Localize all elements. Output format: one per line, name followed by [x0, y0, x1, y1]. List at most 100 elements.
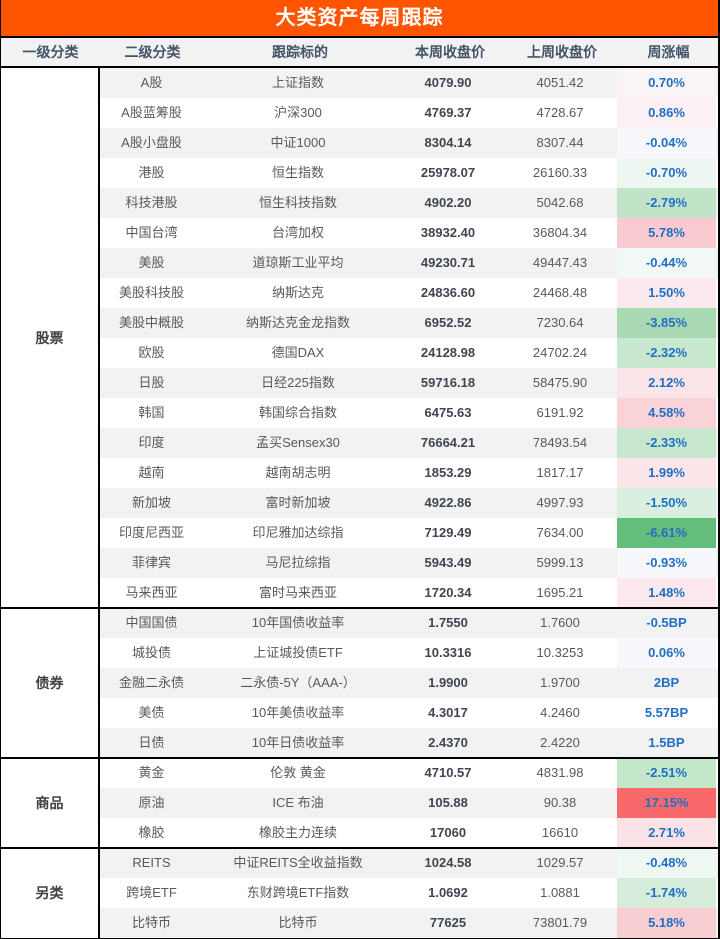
current-close-cell: 49230.71: [420, 255, 476, 270]
weekly-change-cell: 17.15%: [617, 788, 716, 818]
table-row: 金融二永债 二永债-5Y（AAA-） 1.9900 1.9700 2BP: [100, 668, 718, 698]
tracking-target-cell: 纳斯达克: [271, 285, 324, 300]
previous-close-cell: 73801.79: [532, 915, 588, 930]
previous-close-cell: 1.7600: [540, 615, 580, 630]
weekly-change-cell: -0.70%: [617, 158, 716, 188]
level1-category-cell: 另类: [1, 848, 100, 938]
tracking-target-cell: 伦敦 黄金: [270, 765, 326, 780]
level2-category-cell: 日债: [138, 735, 165, 750]
tracking-target-cell: 德国DAX: [271, 345, 325, 360]
current-close-cell: 4922.86: [424, 495, 472, 510]
level2-category-cell: 越南: [138, 465, 165, 480]
weekly-change-cell: -0.04%: [617, 128, 716, 158]
level2-category-cell: 美股科技股: [118, 285, 184, 300]
current-close-cell: 1853.29: [424, 465, 472, 480]
level2-category-cell: 港股: [138, 165, 165, 180]
tracking-target-cell: 孟买Sensex30: [256, 435, 340, 450]
level2-category-cell: 原油: [138, 795, 165, 810]
tracking-target-cell: 富时新加坡: [265, 495, 331, 510]
current-close-cell: 4.3017: [428, 705, 468, 720]
level2-category-cell: 美股: [138, 255, 165, 270]
weekly-change-cell: 1.50%: [617, 278, 716, 308]
current-close-cell: 1.9900: [428, 675, 468, 690]
tracking-target-cell: 印尼雅加达综指: [252, 525, 344, 540]
tracking-target-cell: 恒生科技指数: [258, 195, 337, 210]
weekly-change-cell: -0.5BP: [646, 615, 687, 630]
level1-category-cell: 商品: [1, 758, 100, 848]
current-close-cell: 10.3316: [424, 645, 472, 660]
weekly-change-cell: 5.78%: [617, 218, 716, 248]
tracking-target-cell: 台湾加权: [271, 225, 324, 240]
weekly-change-cell: -0.93%: [617, 548, 716, 578]
level1-category-cell: 股票: [1, 68, 100, 608]
current-close-cell: 4769.37: [424, 105, 472, 120]
weekly-change-cell: 1.99%: [617, 458, 716, 488]
table-row: 城投债 上证城投债ETF 10.3316 10.3253 0.06%: [100, 638, 718, 668]
previous-close-cell: 4831.98: [536, 765, 584, 780]
weekly-change-cell: -2.33%: [617, 428, 716, 458]
level2-category-cell: A股小盘股: [121, 135, 182, 150]
section-rows: 黄金 伦敦 黄金 4710.57 4831.98 -2.51% 原油 ICE 布油 105.8…: [100, 758, 718, 848]
table-row: 科技港股 恒生科技指数 4902.20 5042.68 -2.79%: [100, 188, 718, 218]
previous-close-cell: 1695.21: [536, 585, 584, 600]
level2-category-cell: 科技港股: [125, 195, 178, 210]
tracking-target-cell: 韩国综合指数: [258, 405, 337, 420]
header-current-close: 本周收盘价: [415, 44, 485, 60]
table-row: 原油 ICE 布油 105.88 90.38 17.15%: [100, 788, 718, 818]
level2-category-cell: A股蓝筹股: [121, 105, 182, 120]
previous-close-cell: 7634.00: [536, 525, 584, 540]
tracking-target-cell: 恒生指数: [271, 165, 324, 180]
level2-category-cell: 欧股: [138, 345, 165, 360]
level2-category-cell: 日股: [138, 375, 165, 390]
table-row: A股蓝筹股 沪深300 4769.37 4728.67 0.86%: [100, 98, 718, 128]
weekly-change-cell: -0.44%: [617, 248, 716, 278]
weekly-change-cell: 4.58%: [617, 398, 716, 428]
level2-category-cell: A股: [140, 75, 163, 90]
weekly-change-cell: -0.48%: [617, 848, 716, 878]
weekly-change-cell: 5.18%: [617, 908, 716, 938]
table-row: 黄金 伦敦 黄金 4710.57 4831.98 -2.51%: [100, 758, 718, 788]
previous-close-cell: 10.3253: [536, 645, 584, 660]
table-row: 韩国 韩国综合指数 6475.63 6191.92 4.58%: [100, 398, 718, 428]
level2-category-cell: 印度尼西亚: [118, 525, 184, 540]
table-row: 菲律宾 马尼拉综指 5943.49 5999.13 -0.93%: [100, 548, 718, 578]
tracking-target-cell: 越南胡志明: [265, 465, 331, 480]
header-level1-category: 一级分类: [22, 44, 79, 60]
previous-close-cell: 4.2460: [540, 705, 580, 720]
level2-category-cell: 黄金: [138, 765, 165, 780]
previous-close-cell: 7230.64: [536, 315, 584, 330]
table-row: REITS 中证REITS全收益指数 1024.58 1029.57 -0.48%: [100, 848, 718, 878]
level2-category-cell: 菲律宾: [131, 555, 171, 570]
tracking-target-cell: 10年美债收益率: [251, 705, 345, 720]
tracking-target-cell: 比特币: [278, 915, 318, 930]
previous-close-cell: 4051.42: [536, 75, 584, 90]
tracking-target-cell: 马尼拉综指: [265, 555, 331, 570]
current-close-cell: 1.0692: [428, 885, 468, 900]
tracking-target-cell: 上证城投债ETF: [253, 645, 343, 660]
weekly-change-cell: -2.51%: [617, 758, 716, 788]
previous-close-cell: 49447.43: [532, 255, 588, 270]
current-close-cell: 76664.21: [420, 435, 476, 450]
current-close-cell: 6475.63: [424, 405, 472, 420]
table-row: 日债 10年日债收益率 2.4370 2.4220 1.5BP: [100, 728, 718, 758]
table-row: 美债 10年美债收益率 4.3017 4.2460 5.57BP: [100, 698, 718, 728]
level1-category-cell: 债券: [1, 608, 100, 758]
table-row: 越南 越南胡志明 1853.29 1817.17 1.99%: [100, 458, 718, 488]
table-row: 中国国债 10年国债收益率 1.7550 1.7600 -0.5BP: [100, 608, 718, 638]
table-title: 大类资产每周跟踪: [1, 0, 718, 38]
previous-close-cell: 1029.57: [536, 855, 584, 870]
tracking-target-cell: 道琼斯工业平均: [252, 255, 344, 270]
table-row: A股小盘股 中证1000 8304.14 8307.44 -0.04%: [100, 128, 718, 158]
previous-close-cell: 6191.92: [536, 405, 584, 420]
previous-close-cell: 4728.67: [536, 105, 584, 120]
current-close-cell: 4902.20: [424, 195, 472, 210]
current-close-cell: 105.88: [428, 795, 468, 810]
previous-close-cell: 1.9700: [540, 675, 580, 690]
previous-close-cell: 5999.13: [536, 555, 584, 570]
current-close-cell: 4710.57: [424, 765, 472, 780]
weekly-change-cell: 0.70%: [617, 68, 716, 98]
current-close-cell: 1.7550: [428, 615, 468, 630]
level2-category-cell: 金融二永债: [118, 675, 184, 690]
tracking-target-cell: 10年日债收益率: [251, 735, 345, 750]
tracking-target-cell: 沪深300: [274, 105, 322, 120]
